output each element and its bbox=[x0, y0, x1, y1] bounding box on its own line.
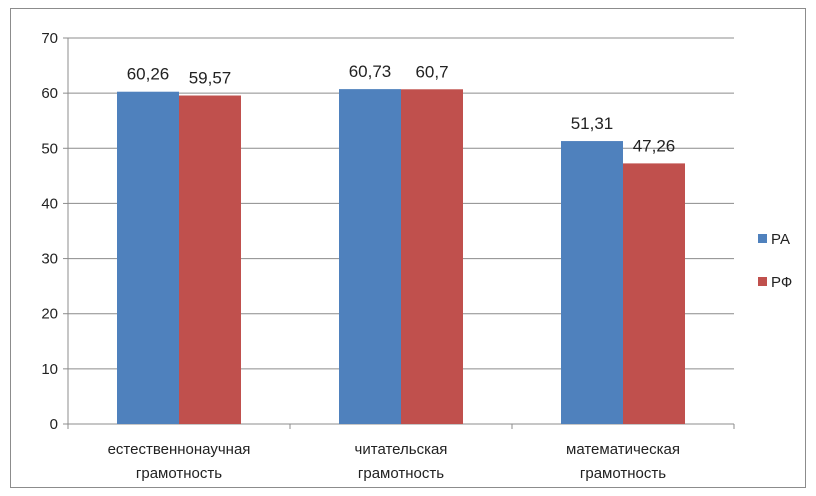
x-category-label: грамотность bbox=[580, 465, 666, 482]
bar-РА-2 bbox=[561, 141, 623, 424]
data-label: 47,26 bbox=[633, 136, 676, 155]
bar-chart: 0 10 20 30 40 50 60 70 естественнонаучная грамотн… bbox=[41, 30, 792, 482]
data-labels: 60,26 59,57 60,73 60,7 51,31 47,26 bbox=[127, 62, 676, 155]
data-label: 60,7 bbox=[415, 62, 448, 81]
bar-РА-0 bbox=[117, 91, 179, 425]
bars bbox=[117, 89, 685, 425]
data-label: 60,26 bbox=[127, 65, 170, 84]
legend-swatch-РФ bbox=[758, 277, 767, 286]
bar-РФ-2 bbox=[623, 163, 685, 425]
y-tick-label: 10 bbox=[41, 361, 58, 378]
x-category-label: грамотность bbox=[358, 465, 444, 482]
y-tick-label: 30 bbox=[41, 251, 58, 268]
x-category-label: читательская bbox=[355, 441, 448, 458]
bar-РФ-1 bbox=[401, 89, 463, 424]
legend-label-РФ: РФ bbox=[771, 274, 792, 291]
x-category-label: естественнонаучная bbox=[108, 441, 251, 458]
data-label: 60,73 bbox=[349, 62, 392, 81]
x-category-label: математическая bbox=[566, 441, 680, 458]
x-category-label: грамотность bbox=[136, 465, 222, 482]
y-tick-label: 40 bbox=[41, 195, 58, 212]
y-tick-label: 60 bbox=[41, 85, 58, 102]
bar-РФ-0 bbox=[179, 95, 241, 424]
legend: РА РФ bbox=[758, 231, 792, 291]
legend-label-РА: РА bbox=[771, 231, 790, 248]
legend-swatch-РА bbox=[758, 234, 767, 243]
data-label: 59,57 bbox=[189, 69, 232, 88]
y-tick-label: 0 bbox=[50, 416, 58, 433]
y-tick-label: 70 bbox=[41, 30, 58, 47]
chart-frame: 0 10 20 30 40 50 60 70 естественнонаучная грамотн… bbox=[10, 8, 806, 488]
data-label: 51,31 bbox=[571, 114, 614, 133]
bar-РА-1 bbox=[339, 89, 401, 424]
y-tick-label: 50 bbox=[41, 140, 58, 157]
y-tick-label: 20 bbox=[41, 306, 58, 323]
